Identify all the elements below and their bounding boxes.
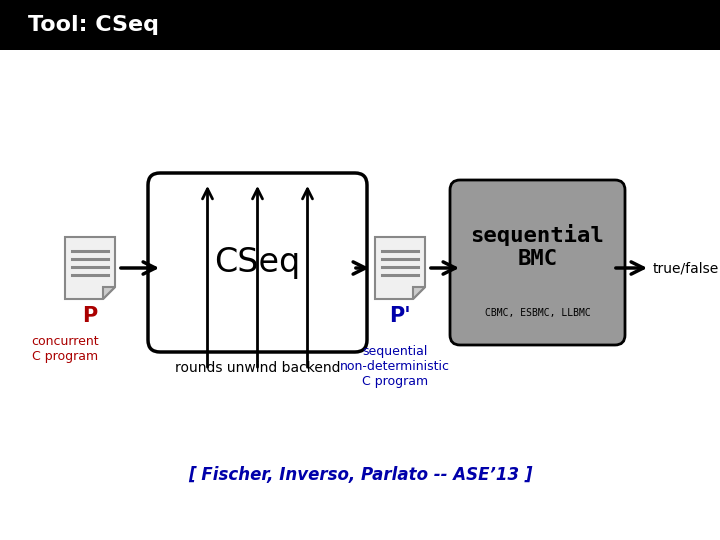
- Polygon shape: [65, 237, 115, 299]
- Bar: [0, 0, 720, 50]
- Text: sequential
BMC: sequential BMC: [471, 224, 604, 269]
- Text: P': P': [390, 306, 411, 326]
- Polygon shape: [413, 287, 425, 299]
- Text: CSeq: CSeq: [215, 246, 301, 279]
- Text: true/false: true/false: [653, 261, 719, 275]
- FancyBboxPatch shape: [450, 180, 625, 345]
- FancyBboxPatch shape: [148, 173, 367, 352]
- Text: P: P: [82, 306, 98, 326]
- Text: [ Fischer, Inverso, Parlato -- ASE’13 ]: [ Fischer, Inverso, Parlato -- ASE’13 ]: [188, 466, 532, 484]
- Text: concurrent
C program: concurrent C program: [31, 335, 99, 363]
- Polygon shape: [103, 287, 115, 299]
- Polygon shape: [375, 237, 425, 299]
- Text: Tool: CSeq: Tool: CSeq: [28, 15, 159, 35]
- Text: sequential
non-deterministic
C program: sequential non-deterministic C program: [340, 345, 450, 388]
- Text: CBMC, ESBMC, LLBMC: CBMC, ESBMC, LLBMC: [485, 308, 590, 318]
- Text: rounds unwind backend: rounds unwind backend: [175, 361, 341, 375]
